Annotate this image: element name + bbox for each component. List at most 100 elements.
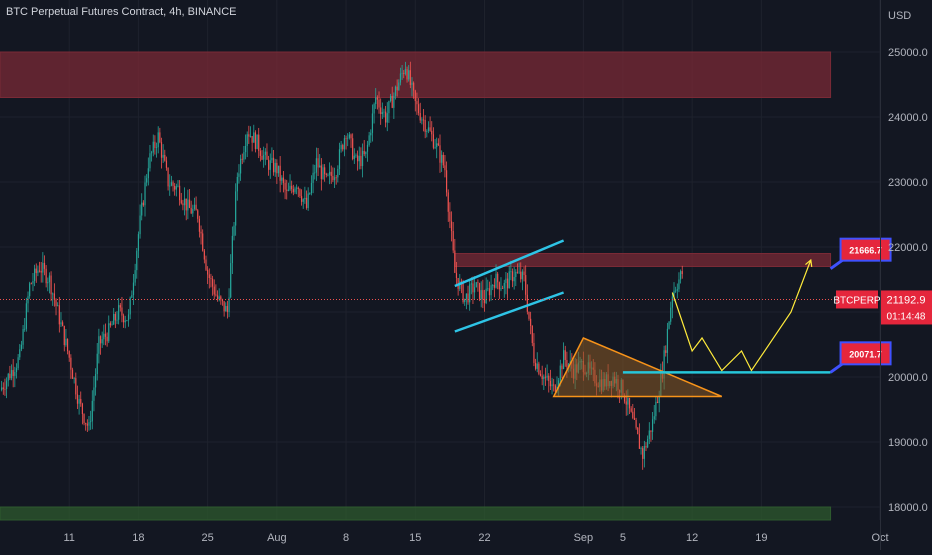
candle-body	[233, 225, 235, 236]
candle-body	[536, 363, 538, 369]
candle-body	[454, 250, 456, 273]
candle-body	[673, 290, 675, 297]
x-tick-label: 19	[755, 532, 767, 544]
x-tick-label: 5	[620, 532, 626, 544]
candle-body	[520, 271, 522, 280]
annotation-label[interactable]: 20071.7	[849, 349, 882, 359]
candle-body	[558, 380, 560, 387]
candle-body	[429, 127, 431, 131]
candle-body	[477, 282, 479, 284]
candle-body	[175, 186, 177, 190]
candle-body	[347, 137, 349, 139]
candle-body	[675, 290, 677, 292]
annotation-label[interactable]: 21666.7	[849, 246, 882, 256]
projection-path[interactable]	[671, 259, 812, 372]
candle-body	[549, 380, 552, 387]
candle-body	[310, 182, 313, 194]
candle-body	[386, 113, 388, 123]
candle-body	[635, 419, 637, 428]
candle-body	[515, 271, 517, 278]
candle-body	[81, 403, 83, 415]
candle-body	[78, 398, 80, 404]
candle-body	[65, 338, 67, 346]
candle-body	[185, 198, 187, 211]
candle-body	[302, 199, 304, 202]
candle-body	[559, 365, 561, 381]
candle-body	[638, 434, 641, 449]
candle-body	[187, 199, 189, 211]
candle-body	[40, 270, 42, 273]
candle-body	[526, 294, 528, 312]
candle-body	[108, 323, 110, 342]
candle-body	[188, 199, 191, 208]
candle-body	[226, 306, 229, 313]
candle-body	[281, 177, 283, 181]
candle-body	[73, 378, 75, 379]
candle-body	[10, 370, 13, 379]
candle-body	[495, 273, 497, 288]
candle-body	[503, 282, 505, 289]
candle-body	[427, 127, 430, 131]
candle-body	[681, 271, 683, 275]
chart-title: BTC Perpetual Futures Contract, 4h, BINA…	[6, 6, 237, 18]
candle-body	[174, 185, 176, 190]
candle-body	[96, 353, 98, 375]
channel-line[interactable]	[454, 291, 565, 333]
candle-body	[215, 294, 217, 296]
candle-body	[642, 448, 644, 459]
candle-body	[93, 387, 95, 401]
annotation-label-box[interactable]	[839, 341, 892, 366]
candle-body	[225, 306, 227, 312]
candle-body	[289, 185, 291, 190]
candle-body	[159, 132, 161, 143]
candle-body	[623, 395, 626, 402]
candle-body	[651, 419, 654, 432]
candle-body	[490, 285, 492, 296]
candle-body	[474, 287, 476, 293]
channel-line[interactable]	[454, 239, 565, 288]
candle-body	[7, 373, 9, 381]
candle-body	[246, 134, 248, 146]
y-tick-label: 25000.0	[888, 47, 928, 59]
candle-body	[271, 157, 273, 161]
candle-body	[350, 134, 352, 139]
x-tick-label: 22	[478, 532, 490, 544]
candle-body	[625, 401, 627, 405]
candle-body	[328, 171, 331, 175]
x-tick-label: 18	[132, 532, 144, 544]
x-tick-label: Aug	[267, 532, 287, 544]
candle-body	[368, 135, 370, 145]
candle-body	[192, 209, 194, 214]
candle-body	[277, 165, 280, 174]
candle-body	[216, 295, 219, 300]
candle-body	[445, 170, 448, 193]
candle-body	[485, 288, 487, 304]
candle-body	[417, 104, 420, 114]
candle-body	[548, 375, 550, 381]
price-axis[interactable]	[880, 0, 932, 550]
candle-body	[142, 202, 144, 206]
candle-body	[131, 295, 133, 298]
candle-body	[352, 138, 354, 159]
annotation-label-box[interactable]	[839, 237, 892, 262]
candle-body	[668, 321, 670, 329]
candle-body	[223, 301, 225, 312]
candle-body	[403, 72, 405, 74]
candle-body	[305, 197, 308, 208]
candle-body	[348, 134, 350, 138]
candle-body	[291, 185, 293, 190]
candle-body	[35, 268, 37, 274]
candle-body	[653, 416, 655, 420]
candle-body	[218, 296, 220, 300]
candle-body	[241, 158, 243, 160]
candle-body	[258, 134, 260, 151]
candle-body	[299, 189, 301, 197]
candle-body	[62, 322, 64, 326]
triangle-pattern[interactable]	[552, 337, 723, 398]
candle-body	[441, 154, 443, 163]
candle-body	[475, 282, 477, 288]
candle-body	[399, 73, 402, 83]
candle-body	[213, 286, 215, 295]
